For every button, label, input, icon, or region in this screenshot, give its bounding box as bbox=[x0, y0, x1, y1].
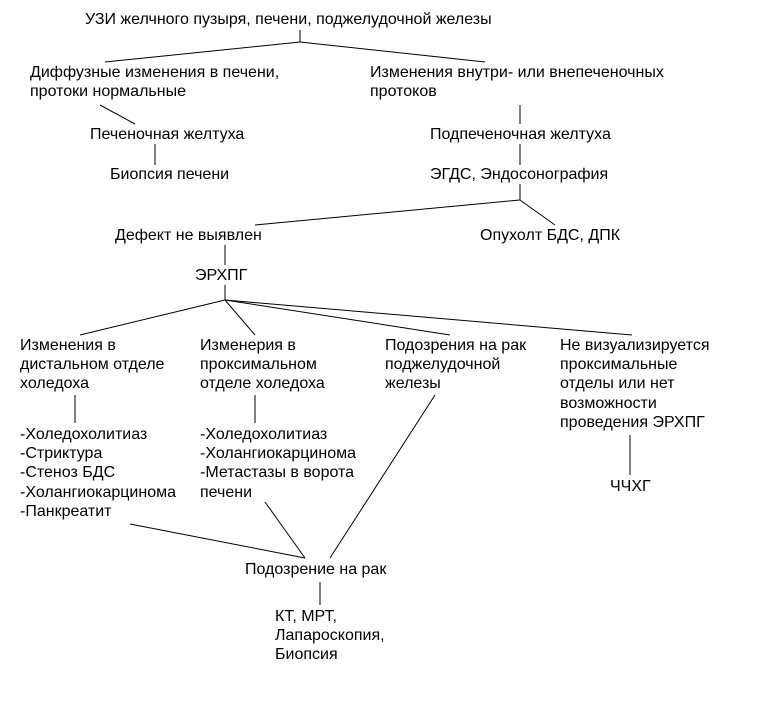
node-col2-list: -Холедохолитиаз -Холангиокарцинома -Мета… bbox=[200, 425, 356, 502]
node-right3: ЭГДС, Эндосонография bbox=[430, 165, 608, 184]
node-left1: Диффузные изменения в печени, протоки но… bbox=[30, 63, 279, 101]
node-right1: Изменения внутри- или внепеченочных прот… bbox=[370, 63, 664, 101]
node-left3: Биопсия печени bbox=[110, 165, 229, 184]
node-defect: Дефект не выявлен bbox=[115, 226, 262, 245]
node-col2-head: Изменерия в проксимальном отделе холедох… bbox=[200, 336, 325, 394]
node-col1-list: -Холедохолитиаз -Стриктура -Стеноз БДС -… bbox=[20, 425, 176, 521]
node-susp-cancer: Подозрение на рак bbox=[245, 560, 386, 579]
node-root: УЗИ желчного пузыря, печени, поджелудочн… bbox=[85, 10, 492, 29]
node-erhpg: ЭРХПГ bbox=[195, 266, 247, 285]
node-tumor: Опухолт БДС, ДПК bbox=[480, 226, 620, 245]
node-right2: Подпеченочная желтуха bbox=[430, 125, 611, 144]
node-col4-head: Не визуализируется проксимальные отделы … bbox=[560, 336, 709, 432]
node-final: КТ, МРТ, Лапароскопия, Биопсия bbox=[275, 607, 385, 665]
node-col1-head: Изменения в дистальном отделе холедоха bbox=[20, 336, 164, 394]
node-col3-head: Подозрения на рак поджелудочной железы bbox=[385, 336, 526, 394]
node-chchg: ЧЧХГ bbox=[610, 477, 651, 496]
node-left2: Печеночная желтуха bbox=[90, 125, 244, 144]
